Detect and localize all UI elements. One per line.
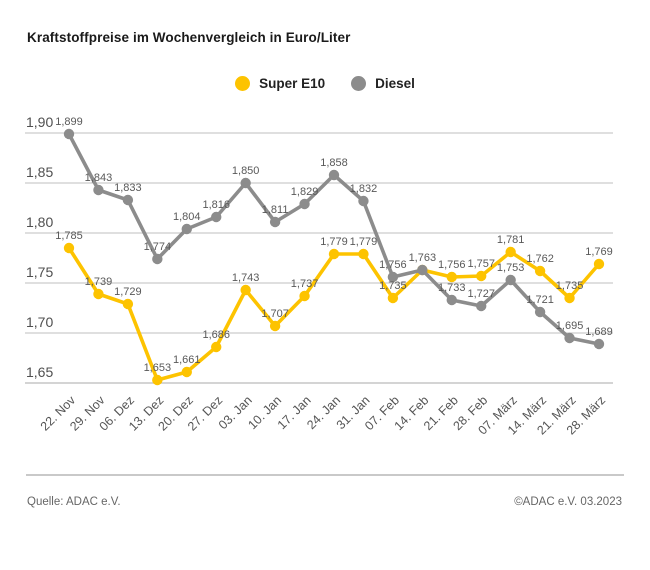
data-point-label: 1,757	[467, 258, 495, 270]
data-point-label: 1,753	[497, 262, 525, 274]
data-point-label: 1,829	[291, 186, 319, 198]
data-point	[593, 338, 605, 350]
data-point-label: 1,686	[202, 329, 230, 341]
data-point	[564, 292, 575, 304]
data-point	[299, 290, 310, 302]
data-point-label: 1,816	[202, 199, 230, 211]
data-point-label: 1,850	[232, 165, 260, 177]
data-point	[446, 294, 457, 306]
data-point	[534, 306, 546, 318]
data-point-label: 1,707	[261, 308, 289, 320]
legend: Super E10 Diesel	[0, 76, 650, 91]
data-point	[269, 216, 281, 228]
data-point	[211, 341, 222, 353]
data-point-label: 1,811	[262, 204, 289, 216]
data-point-label: 1,785	[55, 230, 83, 242]
data-point-label: 1,729	[114, 286, 142, 298]
data-point	[476, 300, 487, 312]
data-point	[181, 223, 192, 235]
data-point	[446, 271, 457, 283]
data-point-label: 1,743	[232, 272, 260, 284]
data-point	[152, 253, 163, 265]
source-note: Quelle: ADAC e.V.	[27, 496, 121, 508]
data-point-label: 1,858	[320, 157, 348, 169]
data-point-label: 1,843	[85, 172, 113, 184]
data-point	[240, 177, 251, 189]
data-point	[593, 258, 605, 270]
data-point	[63, 128, 75, 140]
data-point	[505, 274, 516, 286]
data-point	[505, 246, 516, 258]
footer-divider	[26, 474, 624, 476]
y-tick-label: 1,75	[26, 264, 53, 280]
data-point-label: 1,756	[438, 259, 466, 271]
data-point	[63, 242, 75, 254]
data-point	[358, 248, 369, 260]
data-point	[387, 292, 399, 304]
data-point	[93, 288, 104, 300]
chart-title: Kraftstoffpreise im Wochenvergleich in E…	[27, 30, 351, 45]
data-point-label: 1,689	[585, 326, 613, 338]
data-point-label: 1,779	[350, 236, 378, 248]
data-point-label: 1,779	[320, 236, 348, 248]
data-point	[211, 211, 222, 223]
copyright-note: ©ADAC e.V. 03.2023	[514, 496, 622, 508]
data-point	[152, 374, 163, 386]
y-tick-label: 1,85	[26, 164, 53, 180]
data-point	[476, 270, 487, 282]
legend-item-super-e10: Super E10	[235, 76, 325, 91]
data-point-label: 1,832	[350, 183, 378, 195]
data-point-label: 1,737	[291, 278, 319, 290]
data-point-label: 1,721	[526, 294, 554, 306]
y-tick-label: 1,90	[26, 114, 53, 130]
data-point	[328, 169, 340, 181]
data-point-label: 1,739	[85, 276, 113, 288]
y-tick-label: 1,70	[26, 314, 53, 330]
data-point-label: 1,763	[409, 252, 437, 264]
data-point	[240, 284, 251, 296]
data-point	[534, 265, 546, 277]
data-point	[417, 264, 428, 276]
super-e10-swatch-icon	[235, 76, 251, 91]
data-point	[181, 366, 192, 378]
data-point-label: 1,833	[114, 182, 142, 194]
data-point-label: 1,735	[379, 280, 407, 292]
data-point	[122, 194, 134, 206]
data-point	[387, 271, 399, 283]
data-point	[269, 320, 281, 332]
data-point	[299, 198, 310, 210]
footer: Quelle: ADAC e.V. ©ADAC e.V. 03.2023	[27, 496, 622, 508]
data-point-label: 1,756	[379, 259, 407, 271]
data-point-label: 1,735	[556, 280, 584, 292]
data-point-label: 1,899	[55, 116, 83, 128]
data-point	[564, 332, 575, 344]
legend-item-diesel: Diesel	[351, 76, 415, 91]
y-tick-label: 1,80	[26, 214, 53, 230]
legend-label-super-e10: Super E10	[259, 76, 326, 91]
y-tick-label: 1,65	[26, 364, 53, 380]
data-point	[93, 184, 104, 196]
data-point-label: 1,781	[497, 234, 525, 246]
data-point-label: 1,653	[144, 362, 172, 374]
data-point-label: 1,733	[438, 282, 466, 294]
data-point-label: 1,774	[144, 241, 172, 253]
data-point-label: 1,661	[173, 354, 201, 366]
data-point-label: 1,727	[467, 288, 495, 300]
legend-label-diesel: Diesel	[375, 76, 415, 91]
data-point-label: 1,762	[526, 253, 554, 265]
data-point-label: 1,769	[585, 246, 613, 258]
data-point	[328, 248, 340, 260]
data-point	[358, 195, 369, 207]
data-point-label: 1,695	[556, 320, 584, 332]
data-point-label: 1,804	[173, 211, 201, 223]
data-point	[122, 298, 134, 310]
diesel-swatch-icon	[351, 76, 367, 91]
